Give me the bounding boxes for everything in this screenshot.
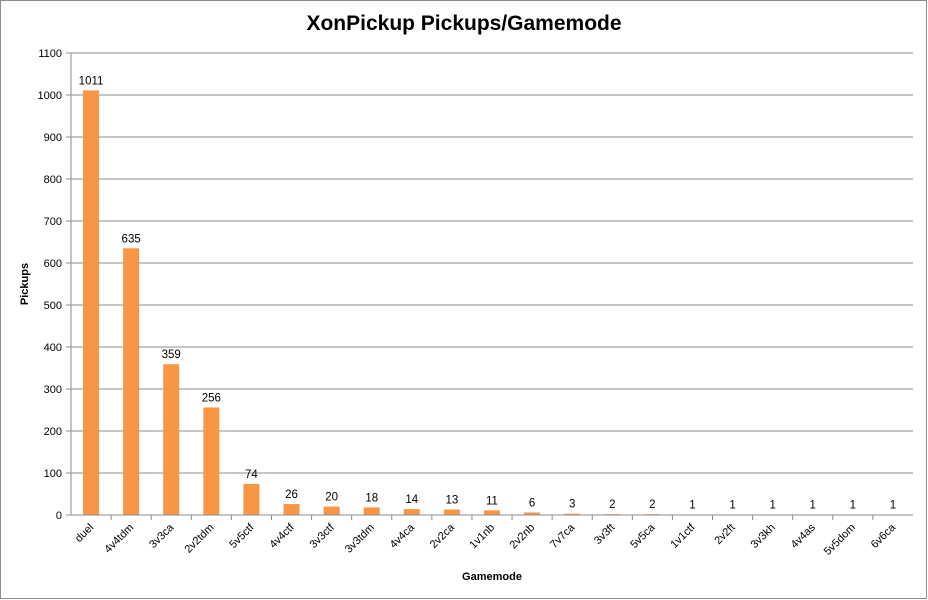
y-tick-label: 500	[44, 300, 62, 312]
bar-2v2nb	[524, 512, 541, 515]
data-label-5v5dom: 1	[850, 500, 856, 512]
data-label-3v3ctf: 20	[325, 492, 338, 504]
y-tick-label: 300	[44, 384, 62, 396]
x-tick-label: 3v3kh	[749, 522, 778, 551]
x-tick-label: duel	[73, 522, 96, 545]
bar-3v3ca	[163, 364, 180, 515]
data-label-1v1ctf: 1	[689, 500, 695, 512]
y-tick-label: 100	[44, 468, 62, 480]
x-tick-label: 1v1ctf	[668, 521, 698, 551]
y-tick-label: 600	[44, 258, 62, 270]
data-label-2v2nb: 6	[529, 497, 535, 509]
x-tick-label: 4v4tdm	[102, 522, 136, 556]
bar-3v3ctf	[323, 506, 340, 515]
x-tick-label: 4v4ca	[388, 521, 418, 551]
data-label-3v3kh: 1	[769, 500, 775, 512]
x-tick-label: 2v2ca	[428, 521, 458, 551]
data-label-4v4ca: 14	[405, 494, 418, 506]
bar-2v2tdm	[203, 407, 220, 515]
data-label-4v4ctf: 26	[285, 489, 298, 501]
data-label-6v6ca: 1	[890, 500, 896, 512]
chart-title: XonPickup Pickups/Gamemode	[306, 12, 622, 35]
x-tick-label: 3v3tdm	[343, 522, 377, 556]
y-tick-label: 400	[44, 342, 62, 354]
bar-1v1nb	[484, 510, 500, 515]
x-tick-label: 3v3ft	[592, 522, 617, 547]
data-label-4v4as: 1	[810, 500, 816, 512]
x-tick-label: 3v3ctf	[307, 521, 337, 551]
x-tick-label: 2v2nb	[508, 522, 538, 552]
data-label-duel: 1011	[79, 75, 104, 87]
x-tick-label: 5v5ctf	[227, 521, 257, 551]
bar-4v4tdm	[123, 248, 140, 516]
y-tick-label: 900	[44, 132, 62, 144]
data-label-1v1nb: 11	[486, 495, 498, 507]
data-label-2v2tdm: 256	[202, 392, 221, 404]
data-label-3v3ca: 359	[162, 349, 181, 361]
data-label-5v5ctf: 74	[245, 469, 258, 481]
gridlines	[71, 52, 913, 474]
data-label-2v2ca: 13	[446, 495, 459, 507]
y-axis-ticks: 0 100 200 300 400 500 600 700 800 900 1000 1100	[38, 48, 71, 522]
bar-3v3tdm	[363, 507, 380, 515]
x-tick-label: 5v5ca	[628, 521, 658, 551]
y-tick-label: 800	[44, 174, 62, 186]
x-axis-ticks: duel 4v4tdm 3v3ca 2v2tdm 5v5ctf 4v4ctf 3v3ctf 3…	[73, 515, 899, 558]
bar-5v5ctf	[243, 483, 260, 515]
x-tick-label: 4v4ctf	[267, 521, 297, 551]
data-label-3v3ft: 2	[609, 499, 615, 511]
y-tick-label: 1100	[38, 48, 62, 60]
x-tick-label: 2v2ft	[712, 522, 737, 547]
bar-duel	[83, 90, 100, 515]
bar-7v7ca	[564, 513, 581, 515]
y-tick-label: 700	[44, 216, 62, 228]
bar-2v2ca	[443, 509, 460, 515]
x-tick-label: 3v3ca	[147, 521, 177, 551]
y-tick-label: 0	[56, 510, 62, 522]
data-label-2v2ft: 1	[729, 500, 735, 512]
x-tick-label: 5v5dom	[822, 522, 858, 558]
x-axis-title: Gamemode	[462, 571, 522, 583]
x-tick-label: 4v4as	[789, 521, 819, 551]
bar-4v4ctf	[283, 504, 300, 515]
bar-4v4ca	[403, 509, 420, 515]
x-tick-label: 7v7ca	[548, 521, 578, 551]
bars	[83, 90, 901, 516]
data-label-4v4tdm: 635	[122, 233, 141, 245]
data-label-7v7ca: 3	[569, 499, 575, 511]
y-tick-label: 200	[44, 426, 62, 438]
data-label-5v5ca: 2	[649, 499, 655, 511]
x-tick-label: 6v6ca	[869, 521, 899, 551]
y-axis-title: Pickups	[19, 263, 31, 305]
data-label-3v3tdm: 18	[365, 492, 378, 504]
y-tick-label: 1000	[38, 90, 62, 102]
x-tick-label: 2v2tdm	[182, 522, 216, 556]
x-tick-label: 1v1nb	[467, 522, 497, 552]
